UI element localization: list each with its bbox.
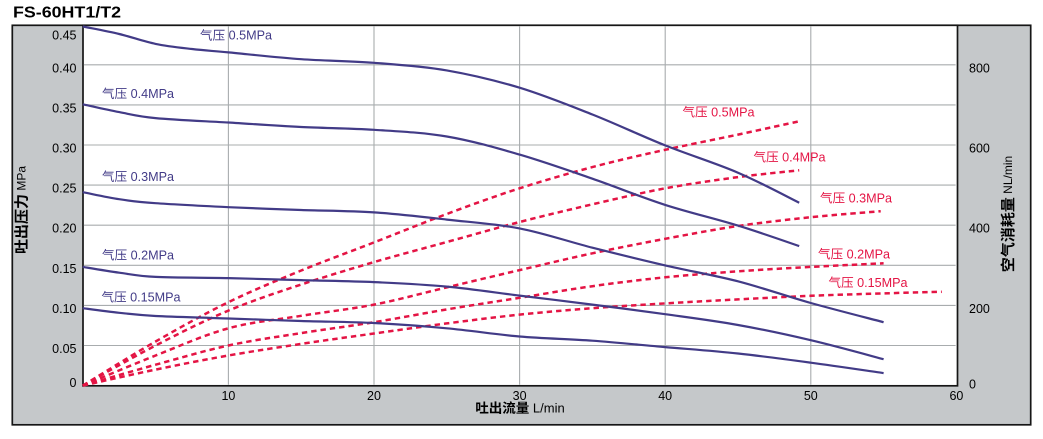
- svg-text:0.15MPa: 0.15MPa: [130, 290, 180, 304]
- svg-text:0.3MPa: 0.3MPa: [849, 191, 892, 205]
- svg-text:0.25: 0.25: [52, 182, 76, 196]
- svg-text:0.10: 0.10: [52, 302, 76, 316]
- svg-text:0.05: 0.05: [52, 342, 76, 356]
- svg-text:800: 800: [969, 61, 990, 75]
- svg-text:20: 20: [367, 389, 381, 403]
- svg-text:10: 10: [221, 389, 235, 403]
- svg-text:0.20: 0.20: [52, 222, 76, 236]
- svg-text:L/min: L/min: [533, 401, 565, 416]
- svg-text:0.40: 0.40: [52, 61, 76, 75]
- svg-text:0: 0: [70, 376, 77, 390]
- svg-text:200: 200: [969, 302, 990, 316]
- svg-text:50: 50: [804, 389, 818, 403]
- svg-text:60: 60: [949, 389, 963, 403]
- svg-text:600: 600: [969, 142, 990, 156]
- svg-text:30: 30: [513, 389, 527, 403]
- svg-text:40: 40: [658, 389, 672, 403]
- svg-text:0.45: 0.45: [52, 29, 76, 43]
- svg-text:0.15: 0.15: [52, 262, 76, 276]
- svg-text:0.3MPa: 0.3MPa: [131, 170, 174, 184]
- svg-text:0.2MPa: 0.2MPa: [131, 248, 174, 262]
- svg-text:0.4MPa: 0.4MPa: [782, 150, 825, 164]
- svg-text:400: 400: [969, 222, 990, 236]
- svg-text:0.2MPa: 0.2MPa: [847, 247, 890, 261]
- svg-text:FS-60HT1/T2: FS-60HT1/T2: [13, 5, 121, 22]
- svg-text:0.15MPa: 0.15MPa: [857, 276, 907, 290]
- svg-text:0.5MPa: 0.5MPa: [229, 29, 272, 43]
- svg-text:0.5MPa: 0.5MPa: [711, 105, 754, 119]
- svg-text:MPa: MPa: [15, 166, 29, 191]
- svg-text:0.4MPa: 0.4MPa: [131, 87, 174, 101]
- svg-text:0: 0: [969, 377, 976, 391]
- svg-text:NL/min: NL/min: [1001, 156, 1015, 194]
- svg-text:0.30: 0.30: [52, 142, 76, 156]
- svg-text:0.35: 0.35: [52, 101, 76, 115]
